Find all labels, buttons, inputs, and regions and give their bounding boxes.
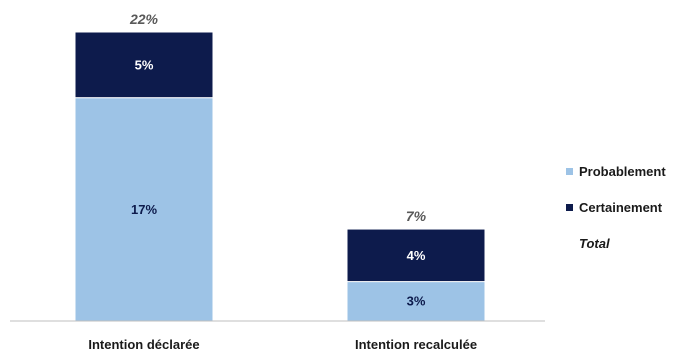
bar-segment-certainement-intention-declaree: [74, 31, 214, 99]
legend-item-probablement: Probablement: [566, 160, 674, 182]
data-label-certainement-intention-recalculee: 4%: [407, 248, 426, 263]
legend-swatch-certainement: [566, 203, 573, 211]
data-label-probablement-intention-recalculee: 3%: [407, 294, 426, 309]
bars-group: [74, 31, 486, 322]
category-label-intention-recalculee: Intention recalculée: [355, 337, 477, 352]
legend: Probablement Certainement Total: [566, 160, 674, 254]
legend-label-certainement: Certainement: [579, 199, 663, 215]
data-label-probablement-intention-declaree: 17%: [131, 202, 157, 217]
legend-label-probablement: Probablement: [579, 163, 666, 179]
bar-segment-probablement-intention-declaree: [74, 97, 214, 322]
legend-item-certainement: Certainement: [566, 196, 674, 218]
legend-swatch-probablement: [566, 167, 573, 175]
labels-group: 17% 5% 22% Intention déclarée 3% 4% 7% Intentio…: [88, 11, 477, 352]
legend-label-total: Total: [579, 235, 610, 251]
total-label-intention-declaree: 22%: [129, 11, 159, 27]
total-label-intention-recalculee: 7%: [406, 208, 427, 224]
bar-segment-certainement-intention-recalculee: [346, 228, 486, 283]
category-label-intention-declaree: Intention déclarée: [88, 337, 199, 352]
data-label-certainement-intention-declaree: 5%: [135, 57, 154, 72]
legend-item-total: Total: [566, 232, 674, 254]
